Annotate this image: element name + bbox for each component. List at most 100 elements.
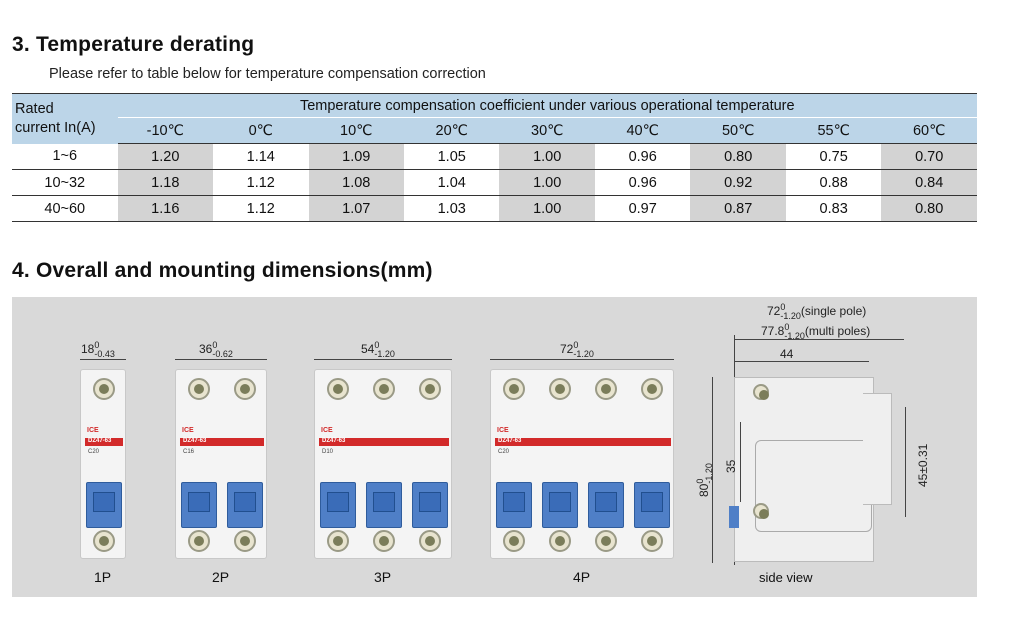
breaker-width-main: 18 bbox=[81, 342, 95, 357]
model-band bbox=[319, 438, 449, 446]
top-terminal-screw-icon bbox=[188, 378, 210, 400]
rated-current-header-line2: current In(A) bbox=[15, 119, 96, 136]
breaker-width-main: 36 bbox=[199, 342, 213, 357]
coefficient-cell: 1.00 bbox=[499, 143, 595, 170]
side-width-single-note: (single pole) bbox=[800, 304, 867, 319]
side-width-multi-line bbox=[734, 339, 904, 340]
coefficient-cell: 0.75 bbox=[785, 143, 882, 170]
breaker-handle bbox=[234, 492, 256, 512]
breaker-width-dimension: 720 -1.20 bbox=[560, 341, 594, 359]
side-height-main: 80 bbox=[697, 483, 712, 497]
breaker-handle bbox=[595, 492, 617, 512]
coefficient-cell: 0.96 bbox=[594, 169, 691, 196]
breaker-width-line bbox=[314, 359, 452, 360]
table-row: 1~6 1.20 1.14 1.09 1.05 1.00 0.96 0.80 0.75 0.70 bbox=[12, 143, 977, 170]
breaker-handle bbox=[419, 492, 441, 512]
model-number: DZ47-63 bbox=[183, 438, 207, 444]
table-row: 10~32 1.18 1.12 1.08 1.04 1.00 0.96 0.92 0.88 0.8… bbox=[12, 169, 977, 196]
bottom-terminal-screw-icon bbox=[595, 530, 617, 552]
side-height-line bbox=[712, 377, 713, 563]
rated-current-header-line1: Rated bbox=[15, 100, 54, 117]
temperature-header-4: 30℃ bbox=[499, 117, 595, 144]
side-width-single-dimension: 720 -1.20(single pole) bbox=[767, 303, 866, 321]
bottom-terminal-screw-icon bbox=[188, 530, 210, 552]
breaker-width-lower: -1.20 bbox=[573, 349, 594, 359]
side-width-multi-dimension: 77.80 -1.20(multi poles) bbox=[761, 323, 870, 341]
coefficient-cell: 0.70 bbox=[881, 143, 977, 170]
temperature-header-row: -10℃ 0℃ 10℃ 20℃ 30℃ 40℃ 50℃ 55℃ 60℃ bbox=[12, 117, 977, 144]
model-band bbox=[495, 438, 671, 446]
table-row: 40~60 1.16 1.12 1.07 1.03 1.00 0.97 0.87 0.83 0.8… bbox=[12, 195, 977, 222]
table-body: 1~6 1.20 1.14 1.09 1.05 1.00 0.96 0.80 0.75 0.70 1… bbox=[12, 143, 977, 222]
rating-label: D10 bbox=[322, 449, 334, 455]
rated-current-cell: 1~6 bbox=[12, 143, 118, 170]
top-terminal-screw-icon bbox=[641, 378, 663, 400]
breaker-1p-drawing: ICE DZ47-63 C20 bbox=[80, 369, 126, 559]
side-bottom-screw-icon bbox=[753, 503, 769, 519]
temperature-compensation-table: Rated current In(A) Temperature compensa… bbox=[12, 93, 977, 222]
side-width-multi-lower: -1.20 bbox=[784, 331, 805, 341]
breaker-handle bbox=[188, 492, 210, 512]
side-width-multi-note: (multi poles) bbox=[804, 324, 871, 339]
breaker-handle-base bbox=[412, 482, 448, 528]
side-view-label: side view bbox=[759, 570, 813, 585]
top-terminal-screw-icon bbox=[595, 378, 617, 400]
bottom-terminal-screw-icon bbox=[373, 530, 395, 552]
coefficient-cell: 1.16 bbox=[117, 195, 214, 222]
coefficient-cell: 0.84 bbox=[881, 169, 977, 196]
top-terminal-screw-icon bbox=[549, 378, 571, 400]
coefficient-cell: 1.18 bbox=[117, 169, 214, 196]
side-height-dimension: 800 -1.20 bbox=[695, 463, 714, 497]
coefficient-cell: 0.83 bbox=[785, 195, 882, 222]
breaker-handle bbox=[503, 492, 525, 512]
coefficient-cell: 0.88 bbox=[785, 169, 882, 196]
temperature-header-7: 55℃ bbox=[785, 117, 882, 144]
side-rail-line bbox=[740, 422, 741, 502]
brand-logo: ICE bbox=[497, 427, 509, 434]
rating-label: C20 bbox=[88, 449, 100, 455]
side-width-multi-main: 77.8 bbox=[761, 324, 785, 339]
coefficient-cell: 0.92 bbox=[690, 169, 786, 196]
breaker-width-upper: 0 bbox=[212, 340, 218, 350]
side-view-drawing bbox=[729, 377, 892, 562]
rated-current-header: Rated current In(A) bbox=[12, 93, 118, 144]
model-number: DZ47-63 bbox=[498, 438, 522, 444]
side-width-single-lower: -1.20 bbox=[780, 311, 801, 321]
breaker-handle bbox=[641, 492, 663, 512]
bottom-terminal-screw-icon bbox=[549, 530, 571, 552]
breaker-handle bbox=[93, 492, 115, 512]
coefficient-cell: 1.14 bbox=[213, 143, 309, 170]
breaker-width-lower: -0.62 bbox=[212, 349, 233, 359]
breaker-width-upper: 0 bbox=[573, 340, 579, 350]
model-band bbox=[85, 438, 123, 446]
coefficient-cell: 1.07 bbox=[308, 195, 404, 222]
breaker-width-line bbox=[175, 359, 267, 360]
rating-label: C16 bbox=[183, 449, 195, 455]
coefficient-cell: 0.80 bbox=[690, 143, 786, 170]
breaker-width-dimension: 360 -0.62 bbox=[199, 341, 233, 359]
breaker-width-upper: 0 bbox=[94, 340, 100, 350]
coefficient-cell: 0.96 bbox=[594, 143, 691, 170]
breaker-4p-drawing: ICE DZ47-63 C20 bbox=[490, 369, 674, 559]
breaker-width-main: 72 bbox=[560, 342, 574, 357]
rated-current-cell: 40~60 bbox=[12, 195, 118, 222]
temperature-header-1: 0℃ bbox=[213, 117, 309, 144]
side-front-dimension: 45±0.31 bbox=[916, 443, 930, 487]
model-band bbox=[180, 438, 264, 446]
coefficient-cell: 1.00 bbox=[499, 195, 595, 222]
bottom-terminal-screw-icon bbox=[327, 530, 349, 552]
top-terminal-screw-icon bbox=[234, 378, 256, 400]
breaker-3p-drawing: ICE DZ47-63 D10 bbox=[314, 369, 452, 559]
breaker-width-dimension: 540 -1.20 bbox=[361, 341, 395, 359]
top-terminal-screw-icon bbox=[327, 378, 349, 400]
breaker-width-main: 54 bbox=[361, 342, 375, 357]
bottom-terminal-screw-icon bbox=[234, 530, 256, 552]
coefficient-cell: 1.12 bbox=[213, 195, 309, 222]
rating-label: C20 bbox=[498, 449, 510, 455]
coefficient-cell: 1.09 bbox=[308, 143, 404, 170]
breaker-pole-label: 4P bbox=[573, 569, 591, 585]
breaker-2p-drawing: ICE DZ47-63 C16 bbox=[175, 369, 267, 559]
side-front-line bbox=[905, 407, 906, 517]
coefficient-cell: 1.12 bbox=[213, 169, 309, 196]
section4-heading: 4. Overall and mounting dimensions(mm) bbox=[12, 259, 433, 282]
